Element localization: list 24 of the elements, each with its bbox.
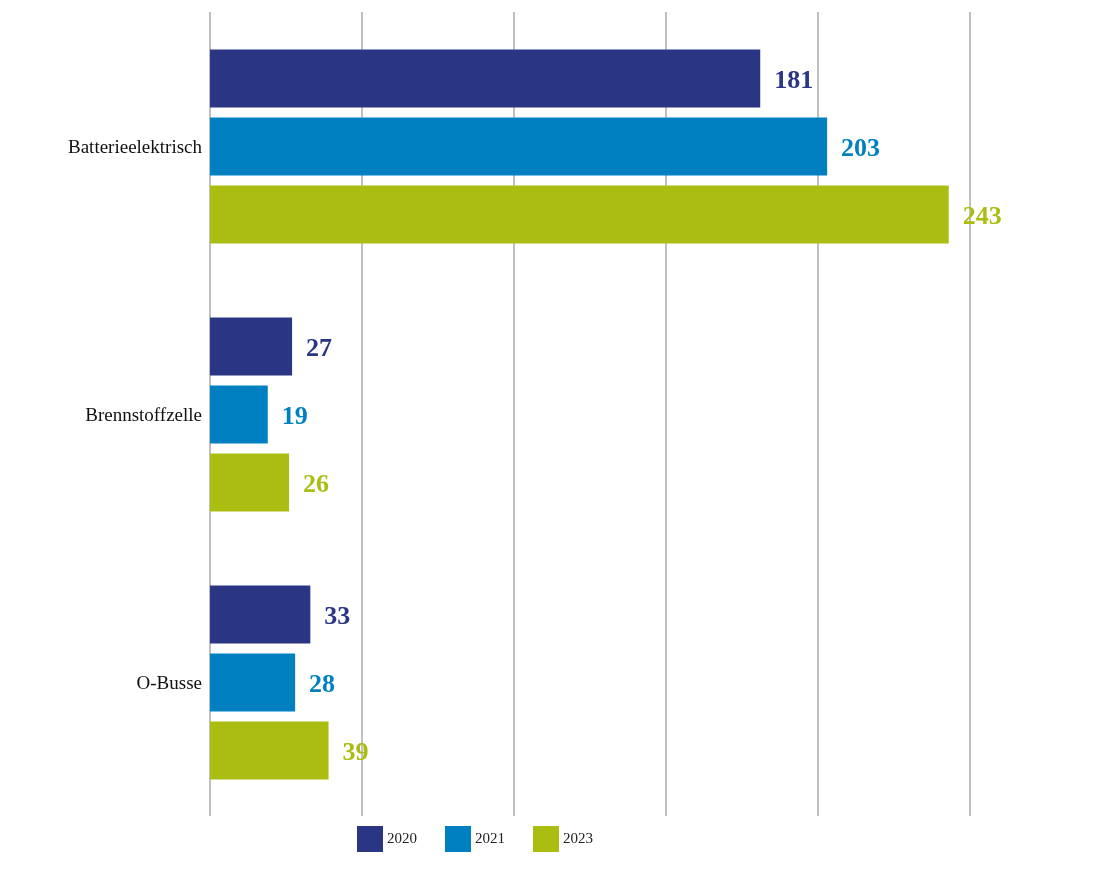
bar: [210, 653, 296, 712]
data-label: 33: [324, 600, 351, 630]
bar: [210, 185, 949, 244]
data-label: 39: [342, 736, 369, 766]
legend-label: 2023: [563, 829, 593, 846]
data-label: 27: [306, 332, 333, 362]
data-label: 243: [962, 200, 1002, 230]
data-label: 203: [841, 132, 881, 162]
bar: [210, 49, 761, 108]
bar: [210, 385, 268, 444]
legend-label: 2021: [475, 829, 505, 846]
data-label: 181: [774, 64, 814, 94]
y-tick-label: Batterieelektrisch: [68, 135, 203, 157]
data-label: 19: [281, 400, 308, 430]
bar: [210, 721, 329, 780]
data-label: 26: [303, 468, 330, 498]
y-tick-label: Brennstoffzelle: [85, 403, 202, 425]
bar: [210, 453, 290, 512]
bar: [210, 585, 311, 644]
data-label: 28: [309, 668, 336, 698]
legend-label: 2020: [387, 829, 417, 846]
y-tick-label: O-Busse: [136, 671, 202, 693]
bar: [210, 117, 828, 176]
bar: [210, 317, 293, 376]
